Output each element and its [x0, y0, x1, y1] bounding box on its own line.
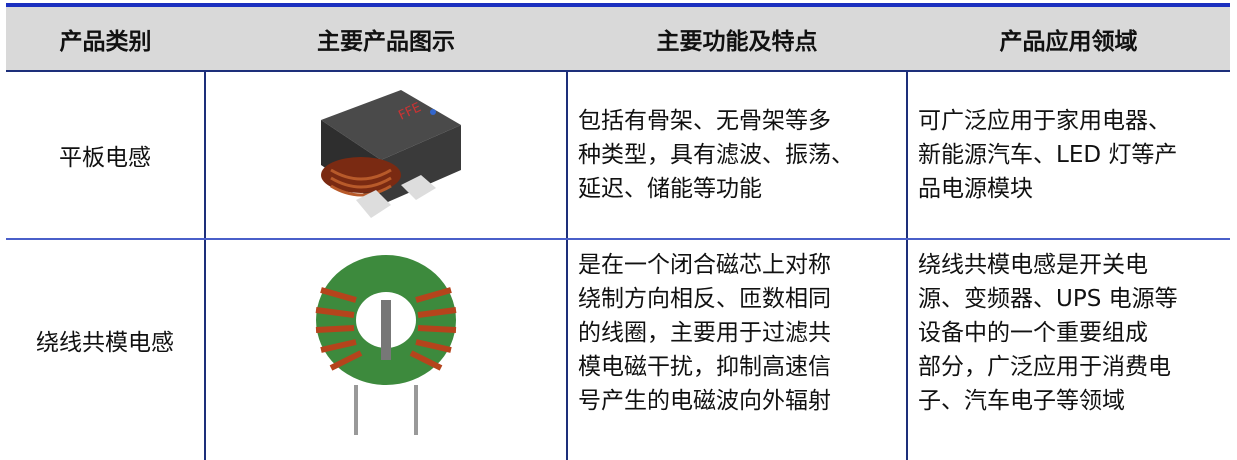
header-cell: 主要产品图示	[205, 3, 567, 72]
text-line: 模电磁干扰，抑制高速信	[578, 354, 831, 380]
category-cell: 绕线共模电感	[6, 239, 206, 460]
text-line: 设备中的一个重要组成	[918, 320, 1148, 346]
text-line: 绕线共模电感是开关电	[918, 252, 1148, 278]
page: 产品类别 主要产品图示 主要功能及特点 产品应用领域 平板电感 FFE 包括有骨…	[6, 3, 1230, 460]
text-line: 绕制方向相反、匝数相同	[578, 286, 831, 312]
category-cell: 平板电感	[6, 71, 206, 240]
text-line: 源、变频器、UPS 电源等	[918, 286, 1178, 312]
text-line: 可广泛应用于家用电器、	[918, 108, 1171, 134]
header-cell: 产品类别	[6, 3, 205, 72]
applications-cell: 绕线共模电感是开关电源、变频器、UPS 电源等 设备中的一个重要组成 部分，广泛应用…	[906, 239, 1230, 460]
header-cell: 产品应用领域	[907, 3, 1230, 72]
text-line: 延迟、储能等功能	[578, 176, 762, 202]
text-line: 的线圈，主要用于过滤共	[578, 320, 831, 346]
text-line: 包括有骨架、无骨架等多	[578, 108, 831, 134]
image-cell: FFE	[204, 71, 568, 240]
common-mode-inductor-image	[315, 255, 457, 435]
text-line: 新能源汽车、LED 灯等产	[918, 142, 1178, 168]
applications-cell: 可广泛应用于家用电器、 新能源汽车、LED 灯等产 品电源模块	[906, 71, 1230, 240]
text-line: 子、汽车电子等领域	[918, 388, 1125, 414]
text-line: 品电源模块	[918, 176, 1033, 202]
features-cell: 是在一个闭合磁芯上对称 绕制方向相反、匝数相同 的线圈，主要用于过滤共 模电磁干扰，抑…	[566, 239, 908, 460]
features-cell: 包括有骨架、无骨架等多 种类型，具有滤波、振荡、 延迟、储能等功能	[566, 71, 908, 240]
text-line: 种类型，具有滤波、振荡、	[578, 142, 854, 168]
row: 绕线共模电感 是在一个闭合磁芯上对称 绕制方向相反、匝数相同 的线圈，主要用于过滤共…	[6, 239, 1230, 460]
image-cell	[204, 239, 568, 460]
text-line: 部分，广泛应用于消费电	[918, 354, 1171, 380]
header-row: 产品类别 主要产品图示 主要功能及特点 产品应用领域	[6, 3, 1230, 72]
row: 平板电感 FFE 包括有骨架、无骨架等多 种类型，具有滤波、振荡、 延迟、储能等功能…	[6, 71, 1230, 240]
product-table: 产品类别 主要产品图示 主要功能及特点 产品应用领域 平板电感 FFE 包括有骨…	[6, 3, 1230, 460]
flat-inductor-image: FFE	[321, 90, 461, 218]
text-line: 是在一个闭合磁芯上对称	[578, 252, 831, 278]
text-line: 号产生的电磁波向外辐射	[578, 388, 831, 414]
header-cell: 主要功能及特点	[567, 3, 907, 72]
